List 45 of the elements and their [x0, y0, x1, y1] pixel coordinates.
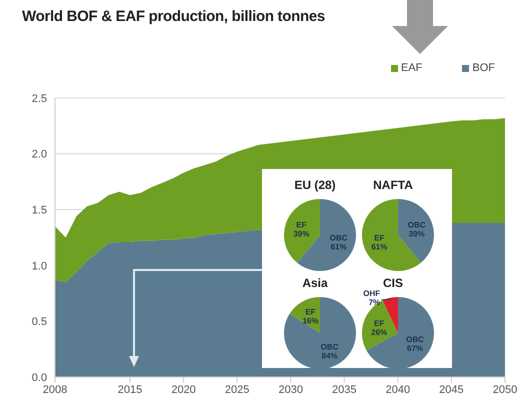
x-tick-label: 2008 [42, 384, 68, 396]
chart-title: CIS [382, 276, 404, 290]
chart-title: World BOF & EAF production, billion tonnes [22, 8, 325, 25]
pie-slice [284, 297, 356, 369]
data-label: 7% [368, 298, 380, 307]
slice-label: OBC [408, 220, 426, 230]
slice-label: OHF [363, 288, 380, 298]
x-tick-label: 2050 [492, 384, 518, 396]
y-tick-label: 2.0 [32, 148, 47, 161]
y-tick-label: 1.0 [32, 260, 47, 272]
data-label: 16% [302, 316, 318, 326]
data-label: 67% [407, 344, 424, 354]
chart-title: EU (28) [293, 178, 337, 192]
y-tick-label: 1.5 [32, 204, 47, 217]
data-label: 39% [408, 229, 425, 238]
chart-title: NAFTA [372, 178, 414, 192]
pie-slice [284, 199, 320, 263]
legend-label: BOF [471, 62, 495, 74]
data-label: 26% [371, 328, 388, 337]
data-label: 84% [322, 351, 338, 360]
pie-slice [366, 297, 434, 369]
x-tick-label: 2045 [439, 384, 464, 396]
x-tick-label: 2035 [332, 384, 357, 396]
slice-label: EF [305, 308, 316, 317]
slice-label: EF [374, 318, 384, 328]
x-tick-label: 2020 [171, 384, 196, 396]
slice-label: OBC [406, 335, 424, 344]
x-tick-label: 2040 [386, 384, 410, 396]
data-label: 39% [293, 229, 310, 238]
slice-label: EF [296, 220, 307, 230]
pie-slice [398, 199, 434, 263]
y-tick-label: 0.5 [32, 316, 47, 328]
data-label: 61% [371, 242, 388, 252]
data-label: 61% [330, 242, 347, 252]
x-tick-label: 2030 [278, 384, 303, 396]
x-tick-label: 2025 [224, 384, 250, 396]
slice-label: OBC [320, 342, 339, 352]
pie-slice [362, 300, 398, 350]
legend-label: EAF [400, 62, 422, 74]
x-tick-label: 2015 [118, 384, 142, 396]
slice-label: OBC [330, 234, 348, 243]
slice-label: EF [374, 234, 385, 243]
y-tick-label: 0.0 [32, 372, 47, 384]
y-tick-label: 2.5 [32, 92, 47, 105]
chart-title: Asia [301, 276, 329, 290]
